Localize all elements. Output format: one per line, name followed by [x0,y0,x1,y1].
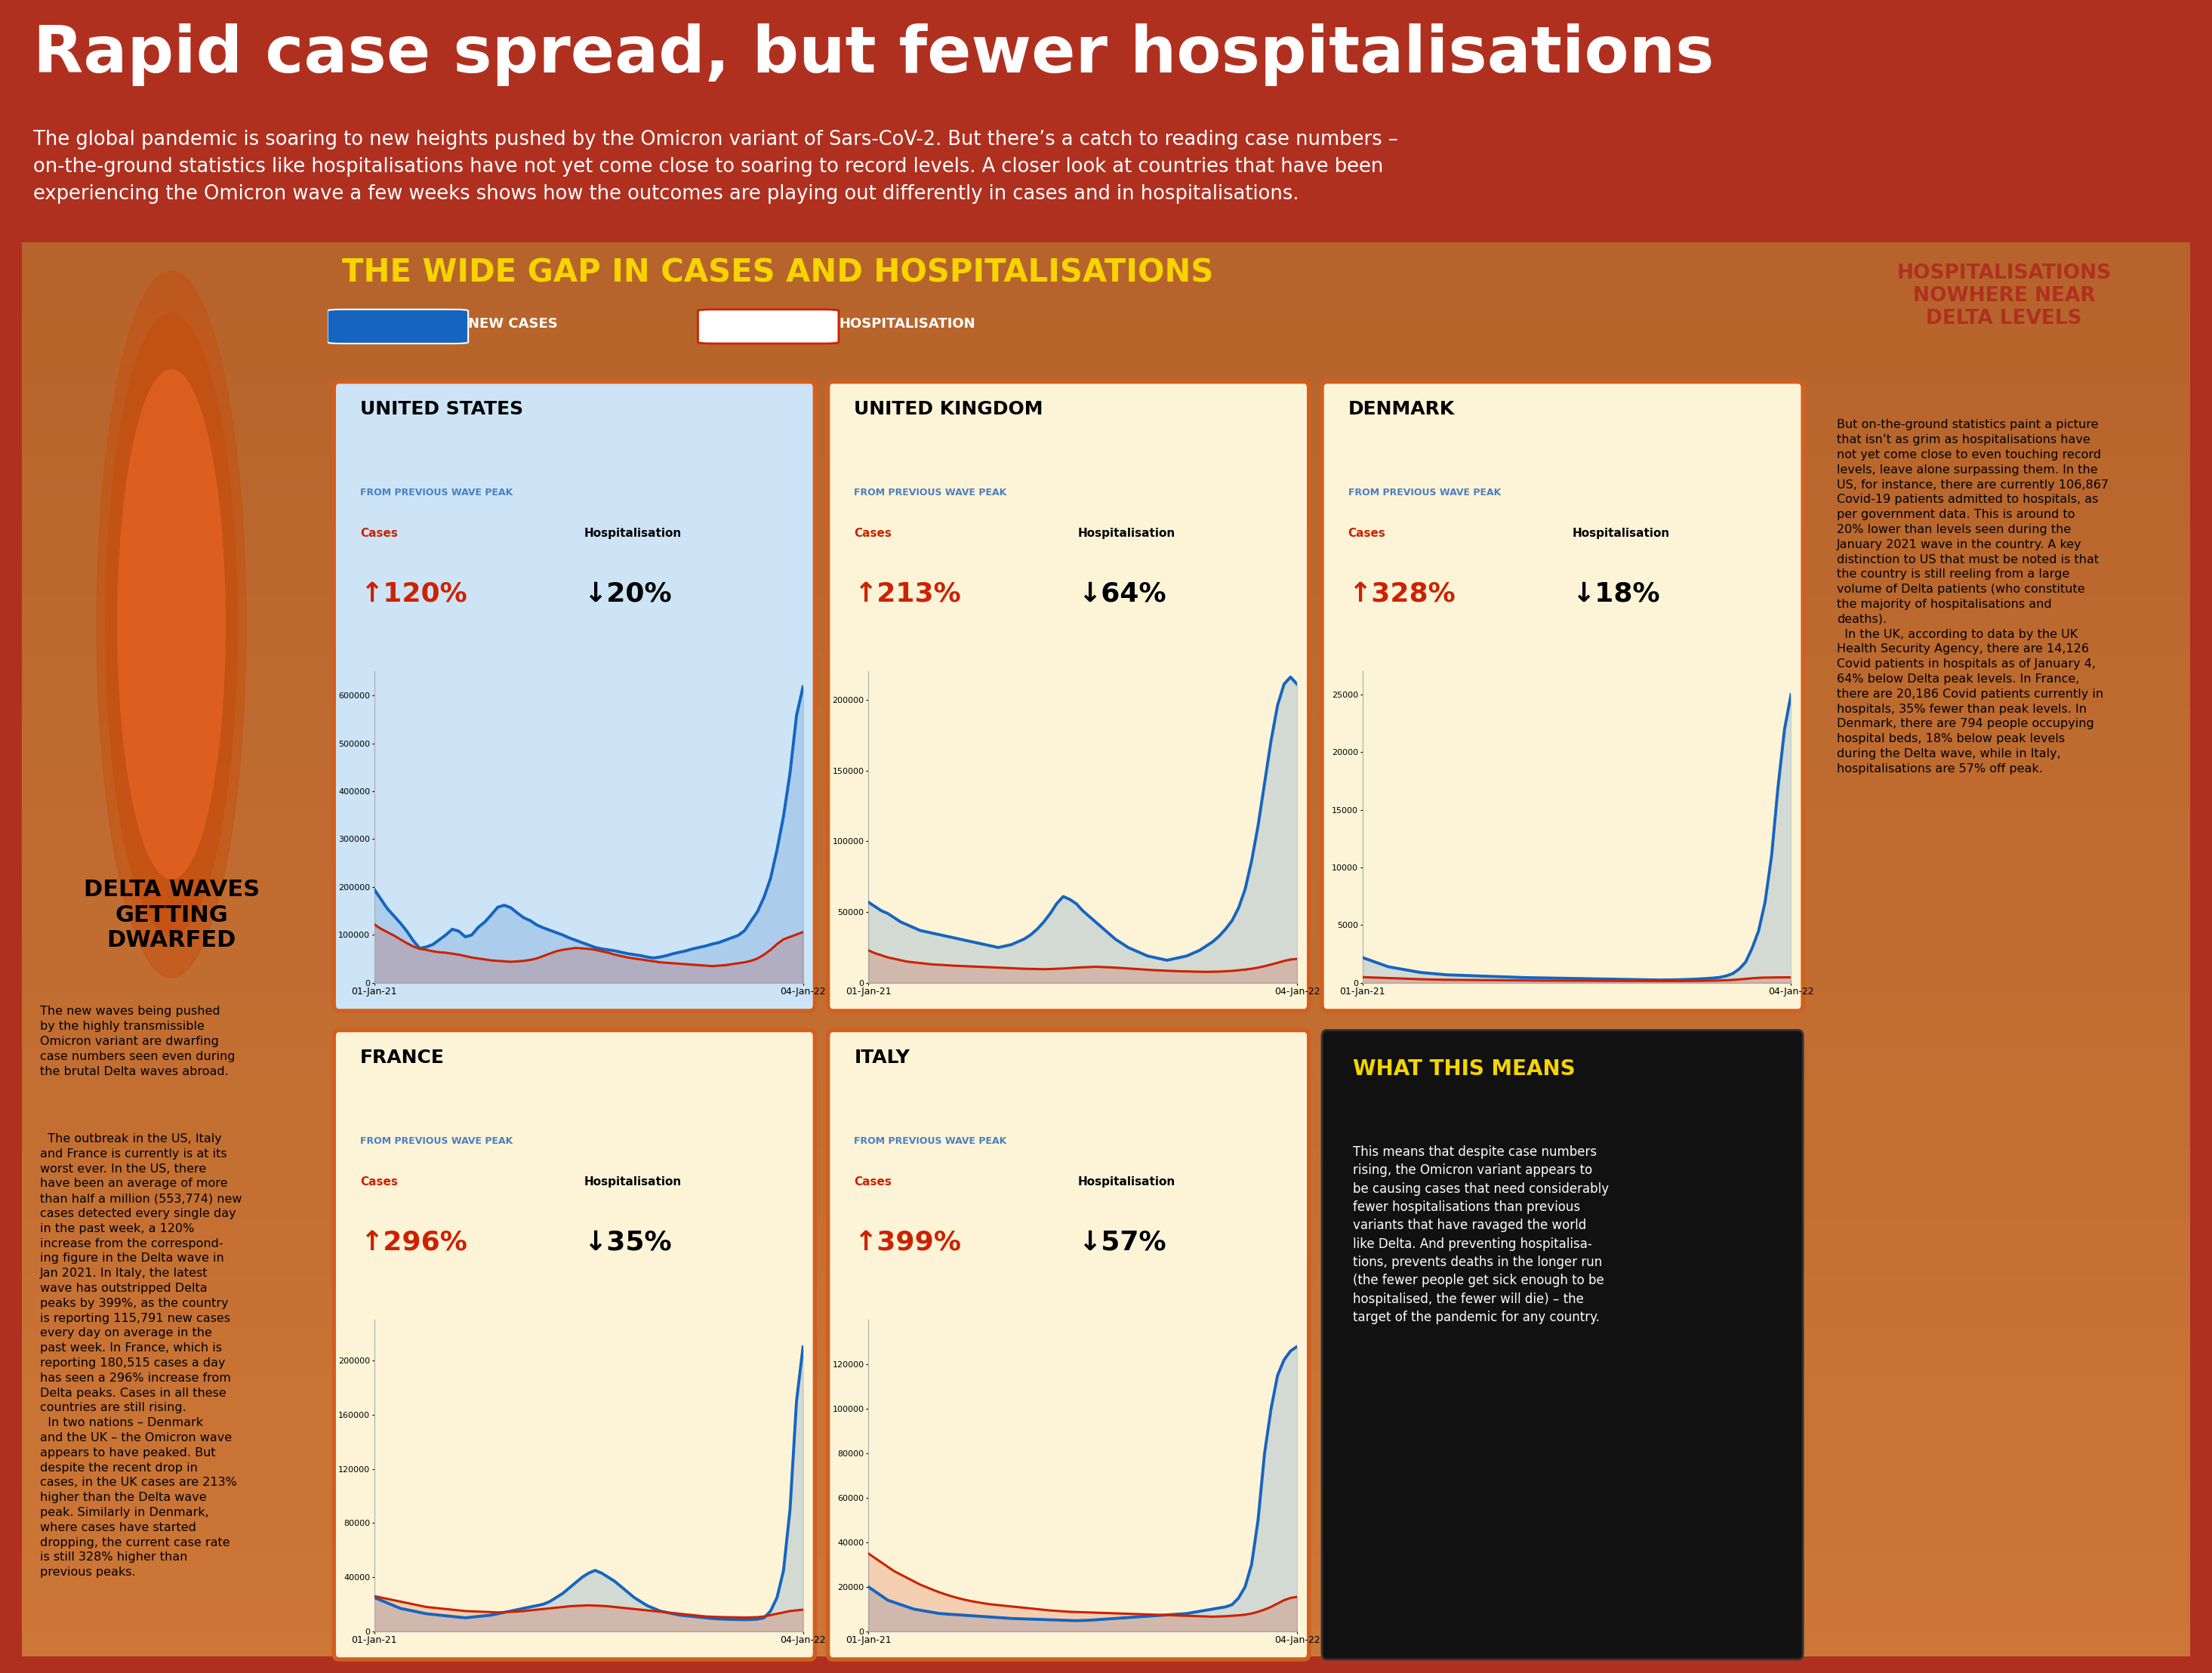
Text: Hospitalisation: Hospitalisation [1573,529,1670,539]
Text: Hospitalisation: Hospitalisation [584,529,681,539]
Text: WHAT THIS MEANS: WHAT THIS MEANS [1354,1057,1575,1079]
FancyBboxPatch shape [827,381,1310,1010]
Circle shape [117,370,226,878]
Text: Cases: Cases [854,1176,891,1188]
Text: Cases: Cases [361,529,398,539]
Text: 🦠: 🦠 [153,594,190,654]
Text: The outbreak in the US, Italy
and France is currently is at its
worst ever. In t: The outbreak in the US, Italy and France… [40,1133,241,1578]
Text: DENMARK: DENMARK [1347,400,1455,418]
Text: FROM PREVIOUS WAVE PEAK: FROM PREVIOUS WAVE PEAK [1347,487,1500,497]
Text: NEW CASES: NEW CASES [469,316,557,331]
Text: ↑399%: ↑399% [854,1230,962,1255]
Text: FROM PREVIOUS WAVE PEAK: FROM PREVIOUS WAVE PEAK [854,1136,1006,1146]
Text: Cases: Cases [361,1176,398,1188]
Circle shape [106,313,237,935]
Text: ↓35%: ↓35% [584,1230,672,1255]
Text: ↑296%: ↑296% [361,1230,467,1255]
Text: Hospitalisation: Hospitalisation [584,1176,681,1188]
Text: ↓64%: ↓64% [1077,581,1166,607]
Text: FRANCE: FRANCE [361,1049,445,1067]
FancyBboxPatch shape [827,1031,1310,1660]
FancyBboxPatch shape [1323,1031,1803,1660]
Text: Hospitalisation: Hospitalisation [1077,1176,1175,1188]
Text: ↓57%: ↓57% [1077,1230,1166,1255]
Text: THE WIDE GAP IN CASES AND HOSPITALISATIONS: THE WIDE GAP IN CASES AND HOSPITALISATIO… [343,256,1214,288]
Text: FROM PREVIOUS WAVE PEAK: FROM PREVIOUS WAVE PEAK [361,487,513,497]
Text: FROM PREVIOUS WAVE PEAK: FROM PREVIOUS WAVE PEAK [361,1136,513,1146]
Text: ITALY: ITALY [854,1049,909,1067]
Text: Hospitalisation: Hospitalisation [1077,529,1175,539]
Text: ↓18%: ↓18% [1573,581,1659,607]
FancyBboxPatch shape [334,1031,814,1660]
Text: HOSPITALISATION: HOSPITALISATION [838,316,975,331]
Text: Cases: Cases [854,529,891,539]
FancyBboxPatch shape [334,381,814,1010]
Text: Rapid case spread, but fewer hospitalisations: Rapid case spread, but fewer hospitalisa… [33,23,1714,87]
Text: UNITED STATES: UNITED STATES [361,400,524,418]
Text: ↑328%: ↑328% [1347,581,1455,607]
Text: This means that despite case numbers
rising, the Omicron variant appears to
be c: This means that despite case numbers ris… [1354,1146,1608,1323]
Text: ↓20%: ↓20% [584,581,672,607]
FancyBboxPatch shape [327,310,469,343]
Text: FROM PREVIOUS WAVE PEAK: FROM PREVIOUS WAVE PEAK [854,487,1006,497]
FancyBboxPatch shape [1323,381,1803,1010]
Text: But on-the-ground statistics paint a picture
that isn’t as grim as hospitalisati: But on-the-ground statistics paint a pic… [1836,420,2108,775]
Text: DELTA WAVES
GETTING
DWARFED: DELTA WAVES GETTING DWARFED [84,878,259,952]
Text: The new waves being pushed
by the highly transmissible
Omicron variant are dwarf: The new waves being pushed by the highly… [40,1005,234,1077]
Text: The global pandemic is soaring to new heights pushed by the Omicron variant of S: The global pandemic is soaring to new he… [33,129,1398,204]
FancyBboxPatch shape [699,310,838,343]
Text: ↑213%: ↑213% [854,581,960,607]
Text: HOSPITALISATIONS
NOWHERE NEAR
DELTA LEVELS: HOSPITALISATIONS NOWHERE NEAR DELTA LEVE… [1898,264,2110,328]
Text: Cases: Cases [1347,529,1385,539]
Text: UNITED KINGDOM: UNITED KINGDOM [854,400,1044,418]
Text: ↑120%: ↑120% [361,581,467,607]
Circle shape [97,271,246,977]
